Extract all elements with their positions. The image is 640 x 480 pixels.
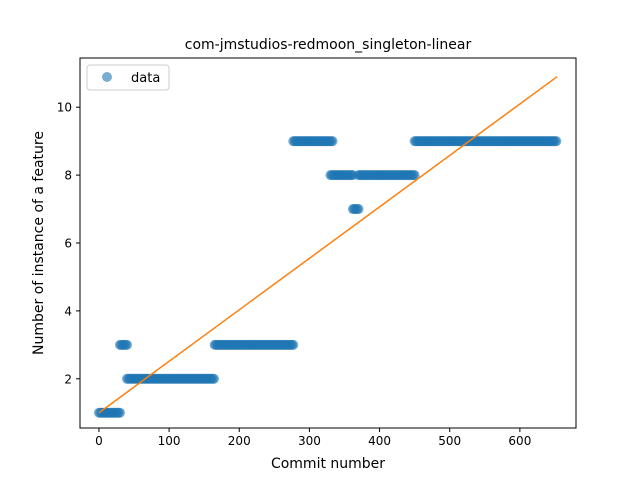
x-tick-label: 300 (298, 434, 321, 448)
y-axis: 2 4 6 8 10 (57, 101, 80, 386)
legend-box (86, 64, 170, 91)
data-point (288, 339, 299, 350)
data-point (122, 339, 132, 350)
legend-marker-data (102, 72, 112, 82)
data-segment (209, 339, 299, 350)
x-tick-label: 0 (95, 434, 103, 448)
y-tick-label: 10 (57, 101, 72, 115)
data-segment (114, 339, 132, 350)
legend-label-data: data (131, 71, 160, 86)
y-tick-label: 8 (64, 169, 72, 183)
data-segment (347, 204, 364, 215)
y-axis-label: Number of instance of a feature (31, 131, 47, 355)
data-segment (93, 407, 125, 418)
legend: data (86, 64, 170, 91)
x-tick-label: 100 (158, 434, 181, 448)
data-point (114, 407, 125, 418)
plot-area (93, 76, 562, 418)
y-tick-label: 6 (64, 237, 72, 251)
data-point (353, 204, 364, 215)
x-tick-label: 500 (438, 434, 461, 448)
chart-title: com-jmstudios-redmoon_singleton-linear (185, 37, 472, 53)
x-axis: 0 100 200 300 400 500 600 (95, 428, 531, 448)
data-segment (353, 170, 420, 181)
axes-frame (79, 57, 577, 429)
data-point (409, 170, 420, 181)
data-point (551, 136, 562, 147)
data-segment (288, 136, 338, 147)
data-segment (122, 373, 219, 384)
x-tick-label: 200 (228, 434, 251, 448)
x-axis-label: Commit number (271, 456, 385, 472)
x-tick-label: 600 (508, 434, 531, 448)
data-segment (409, 136, 562, 147)
data-point (209, 373, 219, 384)
fit-line (98, 76, 558, 414)
data-point (327, 136, 338, 147)
y-tick-label: 4 (64, 304, 72, 318)
x-tick-label: 400 (368, 434, 391, 448)
y-tick-label: 2 (64, 372, 72, 386)
data-segment (325, 170, 358, 181)
